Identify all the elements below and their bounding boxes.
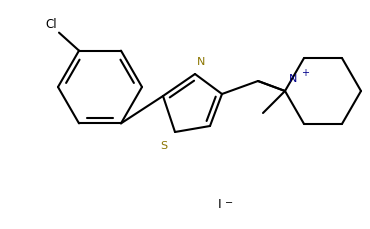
Text: Cl: Cl <box>46 18 57 30</box>
Text: N: N <box>197 57 205 67</box>
Text: S: S <box>160 140 167 150</box>
Text: N: N <box>289 74 297 84</box>
Text: −: − <box>225 197 233 207</box>
Text: +: + <box>301 68 309 78</box>
Text: I: I <box>218 198 222 211</box>
